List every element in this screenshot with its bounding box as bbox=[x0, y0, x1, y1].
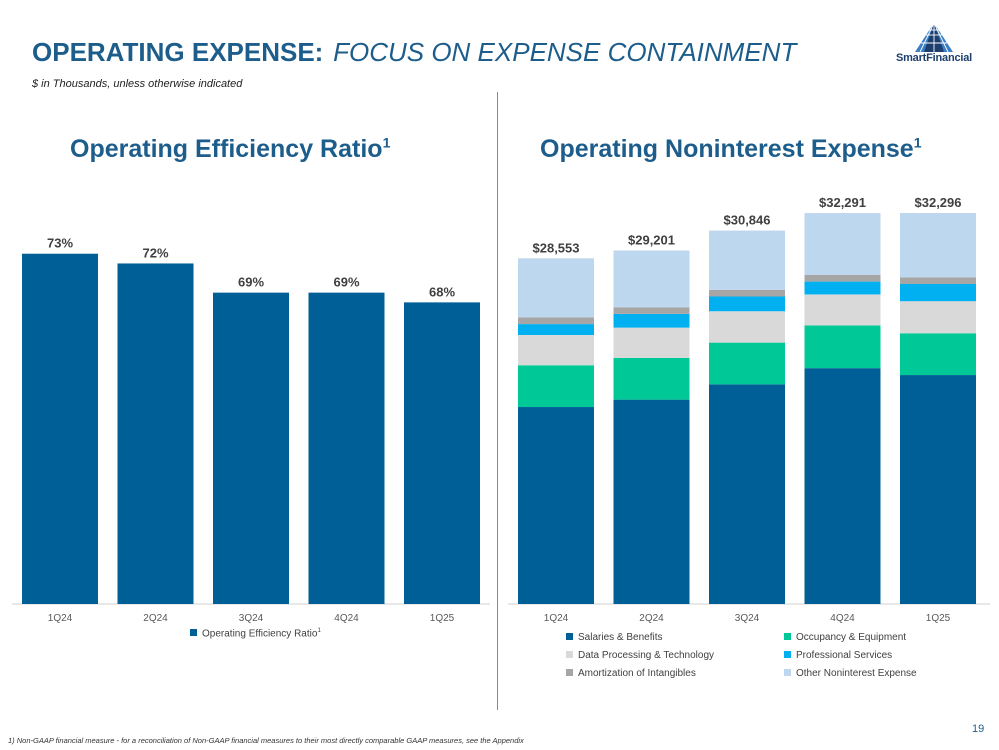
segment-1Q24-5 bbox=[518, 258, 594, 318]
legend-label: Other Noninterest Expense bbox=[796, 668, 917, 679]
bar-2Q24 bbox=[117, 263, 194, 604]
legend-label: Professional Services bbox=[796, 650, 893, 661]
segment-3Q24-2 bbox=[709, 311, 785, 343]
logo-wordmark: SmartFinancial bbox=[895, 52, 973, 64]
tick-label-4Q24: 4Q24 bbox=[830, 613, 855, 624]
segment-3Q24-3 bbox=[709, 296, 785, 312]
segment-2Q24-0 bbox=[613, 399, 690, 604]
segment-2Q24-2 bbox=[613, 327, 690, 358]
total-label-3Q24: $30,846 bbox=[724, 213, 771, 228]
tick-label-4Q24: 4Q24 bbox=[334, 613, 359, 624]
legend-item-1: Occupancy & Equipment bbox=[784, 632, 906, 643]
legend-swatch bbox=[566, 651, 573, 658]
segment-3Q24-5 bbox=[709, 230, 785, 290]
title-subtitle: Focus on Expense Containment bbox=[333, 37, 797, 67]
noninterest-expense-title-sup: 1 bbox=[913, 134, 922, 151]
tick-label-1Q24: 1Q24 bbox=[48, 613, 73, 624]
segment-2Q24-3 bbox=[613, 313, 690, 328]
segment-1Q24-1 bbox=[518, 365, 594, 408]
units-note: $ in Thousands, unless otherwise indicat… bbox=[32, 78, 243, 90]
segment-1Q25-4 bbox=[900, 277, 976, 285]
tick-label-2Q24: 2Q24 bbox=[143, 613, 168, 624]
data-label-1Q24: 73% bbox=[47, 236, 73, 251]
triangle-lattice-logo-icon bbox=[915, 22, 953, 53]
efficiency-ratio-title-sup: 1 bbox=[382, 134, 391, 151]
legend-label: Amortization of Intangibles bbox=[578, 668, 696, 679]
segment-4Q24-2 bbox=[804, 294, 881, 326]
tick-label-3Q24: 3Q24 bbox=[239, 613, 264, 624]
data-label-2Q24: 72% bbox=[142, 245, 168, 260]
bar-3Q24 bbox=[213, 292, 289, 604]
legend-item-4: Amortization of Intangibles bbox=[566, 668, 696, 679]
segment-1Q24-0 bbox=[518, 407, 594, 604]
data-label-1Q25: 68% bbox=[429, 284, 455, 299]
bar-1Q25 bbox=[404, 302, 480, 604]
segment-1Q24-2 bbox=[518, 334, 594, 366]
segment-1Q25-5 bbox=[900, 213, 976, 278]
segment-1Q25-0 bbox=[900, 375, 976, 604]
segment-2Q24-5 bbox=[613, 250, 690, 308]
legend-item-efficiency-ratio: Operating Efficiency Ratio1 bbox=[190, 628, 321, 639]
tick-label-3Q24: 3Q24 bbox=[735, 613, 760, 624]
legend-swatch bbox=[190, 629, 197, 637]
segment-2Q24-4 bbox=[613, 307, 690, 314]
tick-label-2Q24: 2Q24 bbox=[639, 613, 664, 624]
legend-swatch bbox=[784, 651, 791, 658]
legend-label: Salaries & Benefits bbox=[578, 632, 663, 643]
segment-4Q24-5 bbox=[804, 213, 881, 275]
total-label-1Q24: $28,553 bbox=[533, 240, 580, 255]
tick-label-1Q24: 1Q24 bbox=[544, 613, 569, 624]
legend-swatch bbox=[566, 669, 573, 676]
legend-swatch bbox=[566, 633, 573, 640]
panel-divider bbox=[497, 92, 498, 710]
data-label-3Q24: 69% bbox=[238, 275, 264, 290]
segment-1Q25-3 bbox=[900, 284, 976, 302]
segment-3Q24-1 bbox=[709, 342, 785, 385]
page-number: 19 bbox=[972, 723, 985, 735]
total-label-1Q25: $32,296 bbox=[915, 195, 962, 210]
legend-item-0: Salaries & Benefits bbox=[566, 632, 663, 643]
legend-label: Operating Efficiency Ratio bbox=[202, 628, 318, 640]
noninterest-expense-title: Operating Noninterest Expense1 bbox=[540, 135, 922, 164]
legend-label: Occupancy & Equipment bbox=[796, 632, 907, 643]
segment-3Q24-4 bbox=[709, 289, 785, 297]
segment-4Q24-0 bbox=[804, 368, 881, 604]
page-title: Operating Expense: Focus on Expense Cont… bbox=[32, 32, 796, 67]
segment-4Q24-4 bbox=[804, 274, 881, 282]
segment-1Q25-1 bbox=[900, 333, 976, 376]
legend-item-5: Other Noninterest Expense bbox=[784, 668, 917, 679]
segment-3Q24-0 bbox=[709, 384, 785, 604]
data-label-4Q24: 69% bbox=[333, 275, 359, 290]
legend-item-2: Data Processing & Technology bbox=[566, 650, 714, 661]
legend-swatch bbox=[784, 633, 791, 640]
legend-swatch bbox=[784, 669, 791, 676]
efficiency-ratio-title-text: Operating Efficiency Ratio bbox=[70, 135, 383, 163]
footnote: 1) Non-GAAP financial measure - for a re… bbox=[8, 736, 524, 745]
legend-sup: 1 bbox=[317, 628, 321, 634]
tick-label-1Q25: 1Q25 bbox=[430, 613, 455, 624]
segment-1Q25-2 bbox=[900, 301, 976, 334]
total-label-4Q24: $32,291 bbox=[819, 195, 866, 210]
legend-label: Data Processing & Technology bbox=[578, 650, 715, 661]
segment-4Q24-3 bbox=[804, 281, 881, 295]
segment-1Q24-4 bbox=[518, 317, 594, 325]
segment-1Q24-3 bbox=[518, 324, 594, 335]
segment-4Q24-1 bbox=[804, 325, 881, 369]
noninterest-expense-title-text: Operating Noninterest Expense bbox=[540, 135, 914, 163]
total-label-2Q24: $29,201 bbox=[628, 232, 675, 247]
efficiency-ratio-title: Operating Efficiency Ratio1 bbox=[70, 135, 390, 164]
company-logo: SmartFinancial bbox=[884, 22, 984, 72]
bar-4Q24 bbox=[308, 292, 385, 604]
segment-2Q24-1 bbox=[613, 357, 690, 400]
title-main: Operating Expense: bbox=[32, 37, 324, 67]
legend-item-3: Professional Services bbox=[784, 650, 892, 661]
tick-label-1Q25: 1Q25 bbox=[926, 613, 951, 624]
bar-1Q24 bbox=[22, 253, 98, 604]
